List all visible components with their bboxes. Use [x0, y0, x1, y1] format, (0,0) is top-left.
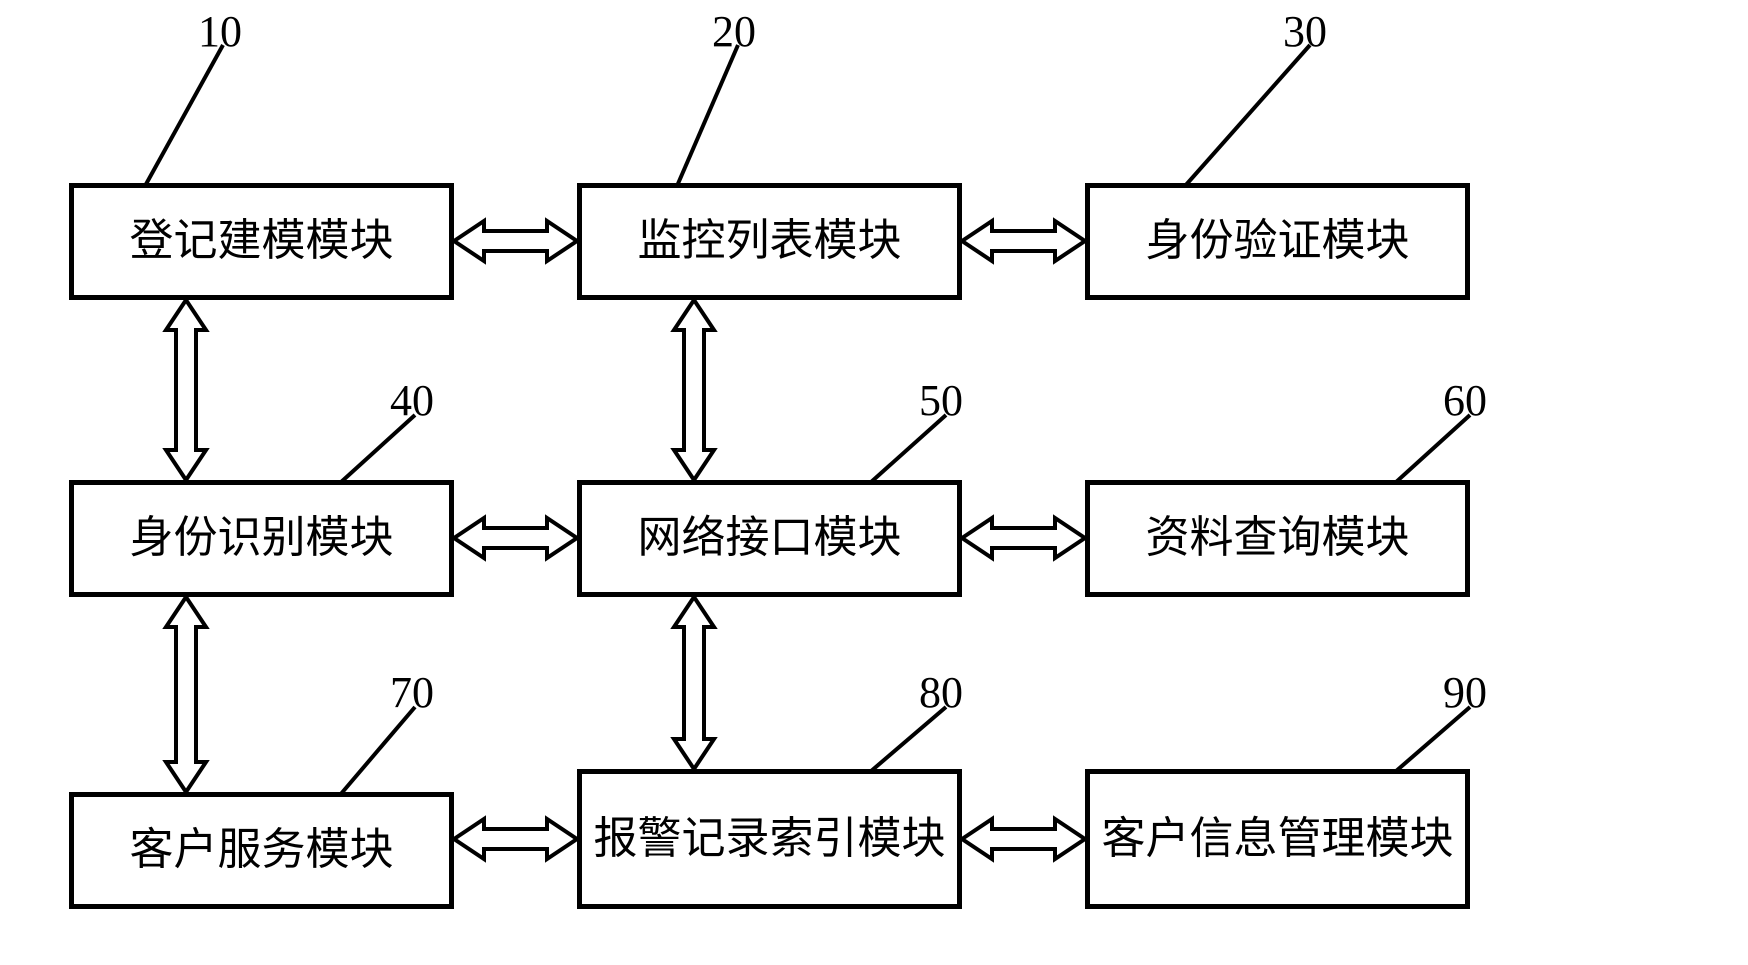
module-box-n30: 身份验证模块 — [1085, 183, 1470, 300]
module-diagram: 登记建模模块 10 监控列表模块 20 身份验证模块 30 身份识别模块 40 网络接口模块 50… — [0, 0, 1748, 965]
module-number-n50: 50 — [919, 375, 963, 426]
module-box-n70: 客户服务模块 — [69, 792, 454, 909]
module-number-n60: 60 — [1443, 375, 1487, 426]
module-box-n20: 监控列表模块 — [577, 183, 962, 300]
module-number-n30: 30 — [1283, 6, 1327, 57]
module-box-n80: 报警记录索引模块 — [577, 769, 962, 909]
module-box-n90: 客户信息管理模块 — [1085, 769, 1470, 909]
module-number-n20: 20 — [712, 6, 756, 57]
module-box-n50: 网络接口模块 — [577, 480, 962, 597]
module-box-n40: 身份识别模块 — [69, 480, 454, 597]
module-box-n10: 登记建模模块 — [69, 183, 454, 300]
module-number-n40: 40 — [390, 375, 434, 426]
module-number-n80: 80 — [919, 667, 963, 718]
module-number-n70: 70 — [390, 667, 434, 718]
module-number-n90: 90 — [1443, 667, 1487, 718]
module-box-n60: 资料查询模块 — [1085, 480, 1470, 597]
module-number-n10: 10 — [198, 6, 242, 57]
